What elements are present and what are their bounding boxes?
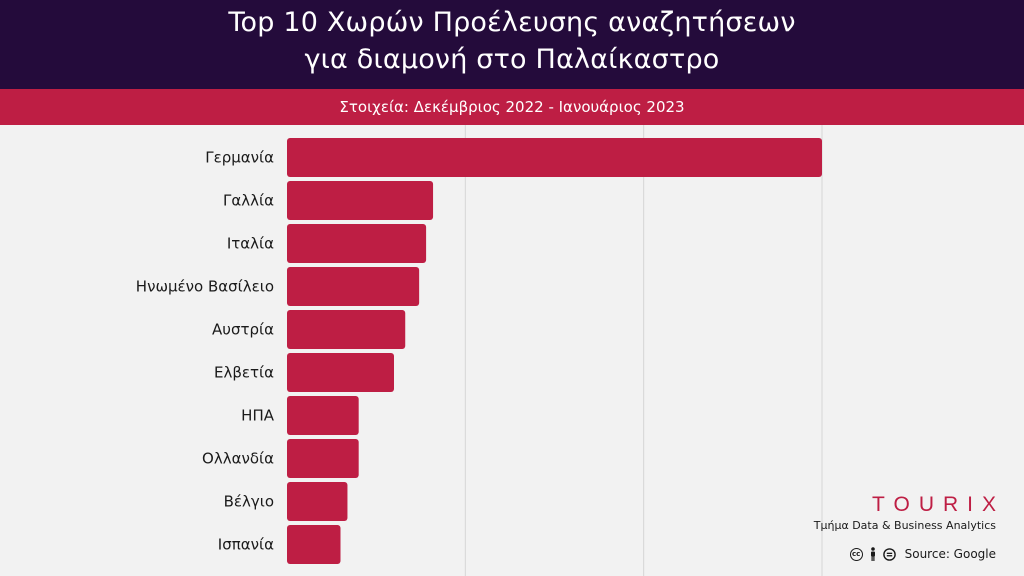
brand-logo: TOURIX xyxy=(872,493,1005,516)
bar-1 xyxy=(287,138,822,177)
category-label-7: ΗΠΑ xyxy=(241,407,275,425)
bar-5 xyxy=(287,310,406,349)
category-label-1: Γερμανία xyxy=(205,149,274,167)
creative-commons-icon: cc xyxy=(849,547,863,561)
source-label: Source: Google xyxy=(904,547,996,561)
category-label-6: Ελβετία xyxy=(214,364,274,382)
bar-10 xyxy=(287,525,341,564)
header-banner: Top 10 Χωρών Προέλευσης αναζητήσεων για … xyxy=(0,0,1024,89)
bar-9 xyxy=(287,482,348,521)
bar-6 xyxy=(287,353,394,392)
chart-title-line-1: Top 10 Χωρών Προέλευσης αναζητήσεων xyxy=(228,7,796,38)
attribution-icon xyxy=(870,547,875,561)
bar-4 xyxy=(287,267,420,306)
bar-3 xyxy=(287,224,427,263)
bar-2 xyxy=(287,181,434,220)
brand-block: TOURIX Τμήμα Data & Business Analytics xyxy=(813,494,996,533)
category-label-2: Γαλλία xyxy=(223,192,274,210)
category-label-4: Ηνωμένο Βασίλειο xyxy=(136,278,274,296)
category-label-8: Ολλανδία xyxy=(202,450,274,468)
bars xyxy=(287,138,822,564)
category-label-9: Βέλγιο xyxy=(224,493,274,511)
gridlines xyxy=(464,125,823,576)
category-label-3: Ιταλία xyxy=(227,235,274,253)
category-label-5: Αυστρία xyxy=(212,321,274,339)
bar-8 xyxy=(287,439,359,478)
category-label-10: Ισπανία xyxy=(218,536,274,554)
bar-chart: Γερμανία Γαλλία Ιταλία Ηνωμένο Βασίλειο Αυστ… xyxy=(136,125,823,576)
bar-7 xyxy=(287,396,359,435)
no-derivatives-icon xyxy=(882,547,896,561)
source-footer: cc Source: Google xyxy=(849,547,996,561)
chart-title-line-2: για διαμονή στο Παλαίκαστρο xyxy=(304,44,720,75)
brand-tagline: Τμήμα Data & Business Analytics xyxy=(813,519,996,532)
category-labels: Γερμανία Γαλλία Ιταλία Ηνωμένο Βασίλειο Αυστ… xyxy=(136,149,275,554)
subtitle-bar: Στοιχεία: Δεκέμβριος 2022 - Ιανουάριος 2… xyxy=(0,89,1024,125)
